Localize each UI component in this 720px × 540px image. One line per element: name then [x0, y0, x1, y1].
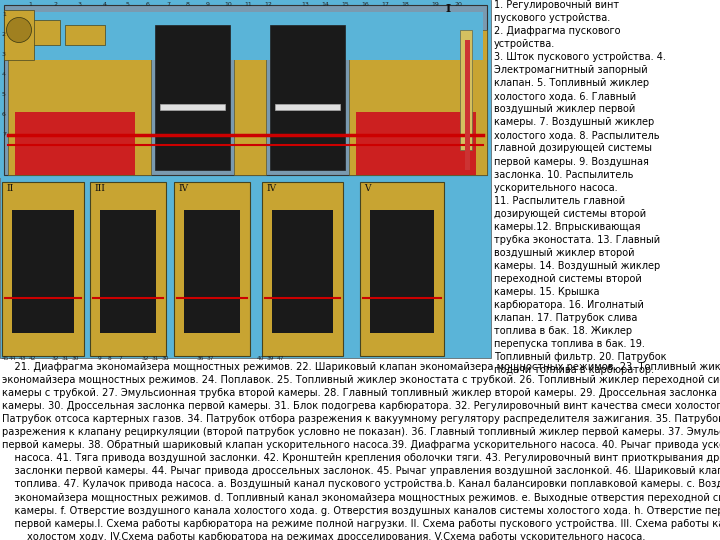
- Text: II: II: [6, 184, 13, 193]
- Bar: [349, 30, 487, 175]
- Bar: [460, 30, 472, 150]
- Text: 14: 14: [321, 2, 329, 7]
- Text: 13: 13: [301, 2, 309, 7]
- Text: 20: 20: [454, 2, 462, 7]
- Bar: [100, 210, 156, 333]
- Bar: [360, 182, 444, 356]
- Ellipse shape: [6, 17, 32, 43]
- Bar: [272, 210, 333, 333]
- Text: IV: IV: [266, 184, 276, 193]
- Text: 18: 18: [401, 2, 409, 7]
- Bar: [65, 25, 105, 45]
- Text: 6: 6: [2, 112, 6, 118]
- Bar: [15, 110, 135, 175]
- Text: 32: 32: [141, 356, 149, 361]
- Text: 7: 7: [166, 2, 170, 7]
- Text: 32: 32: [51, 356, 59, 361]
- Bar: [8, 12, 483, 60]
- Bar: [465, 40, 470, 170]
- Text: 2: 2: [53, 2, 57, 7]
- Text: 6: 6: [146, 2, 150, 7]
- Text: V: V: [364, 184, 371, 193]
- Bar: [4, 5, 487, 175]
- Bar: [270, 25, 345, 170]
- Text: III: III: [94, 184, 105, 193]
- Bar: [356, 110, 476, 175]
- Text: 4: 4: [2, 72, 6, 78]
- Text: IV: IV: [178, 184, 188, 193]
- Bar: [10, 20, 60, 45]
- Text: 44: 44: [8, 356, 16, 361]
- Bar: [4, 10, 34, 60]
- Bar: [90, 182, 166, 356]
- Bar: [370, 210, 434, 333]
- Text: 2: 2: [2, 32, 6, 37]
- Text: 9: 9: [206, 2, 210, 7]
- Text: 3: 3: [2, 52, 6, 57]
- Bar: [174, 182, 250, 356]
- Text: 37: 37: [206, 356, 214, 361]
- Bar: [155, 25, 230, 170]
- Text: 8: 8: [108, 356, 112, 361]
- Bar: [2, 182, 84, 356]
- Text: 31: 31: [151, 356, 158, 361]
- Text: 30: 30: [161, 356, 168, 361]
- Text: 9: 9: [98, 356, 102, 361]
- Text: 1: 1: [2, 12, 6, 17]
- Text: 4: 4: [103, 2, 107, 7]
- Text: 15: 15: [341, 2, 349, 7]
- Text: 43: 43: [18, 356, 26, 361]
- Bar: [184, 210, 240, 333]
- Text: 36: 36: [197, 356, 204, 361]
- Bar: [0, 0, 491, 178]
- Bar: [0, 0, 491, 358]
- Text: 31: 31: [61, 356, 68, 361]
- Text: 10: 10: [224, 2, 232, 7]
- Text: 42: 42: [28, 356, 36, 361]
- Text: 12: 12: [264, 2, 272, 7]
- Bar: [234, 30, 266, 175]
- Bar: [8, 30, 151, 175]
- Text: 30: 30: [71, 356, 78, 361]
- Text: 3: 3: [78, 2, 82, 7]
- Bar: [262, 182, 343, 356]
- Text: 11: 11: [244, 2, 252, 7]
- Bar: [356, 97, 476, 112]
- Bar: [160, 104, 225, 110]
- Text: 39: 39: [266, 356, 274, 361]
- Text: 17: 17: [381, 2, 389, 7]
- Text: 19: 19: [431, 2, 439, 7]
- Bar: [275, 104, 340, 110]
- Text: 5: 5: [126, 2, 130, 7]
- Text: 7: 7: [118, 356, 122, 361]
- Text: 7: 7: [2, 132, 6, 138]
- Bar: [12, 210, 74, 333]
- Bar: [15, 97, 135, 112]
- Text: 5: 5: [2, 92, 6, 98]
- Text: 21. Диафрагма экономайзера мощностных режимов. 22. Шариковый клапан экономайзера: 21. Диафрагма экономайзера мощностных ре…: [2, 362, 720, 540]
- Text: 40: 40: [256, 356, 264, 361]
- Text: 45: 45: [1, 356, 9, 361]
- Text: 1: 1: [28, 2, 32, 7]
- Text: 47: 47: [276, 356, 284, 361]
- Text: I: I: [446, 3, 451, 14]
- Text: 16: 16: [361, 2, 369, 7]
- Text: 1. Регулировочный винт
пускового устройства.
2. Диафрагма пускового
устройства.
: 1. Регулировочный винт пускового устройс…: [494, 0, 667, 375]
- Text: 8: 8: [186, 2, 190, 7]
